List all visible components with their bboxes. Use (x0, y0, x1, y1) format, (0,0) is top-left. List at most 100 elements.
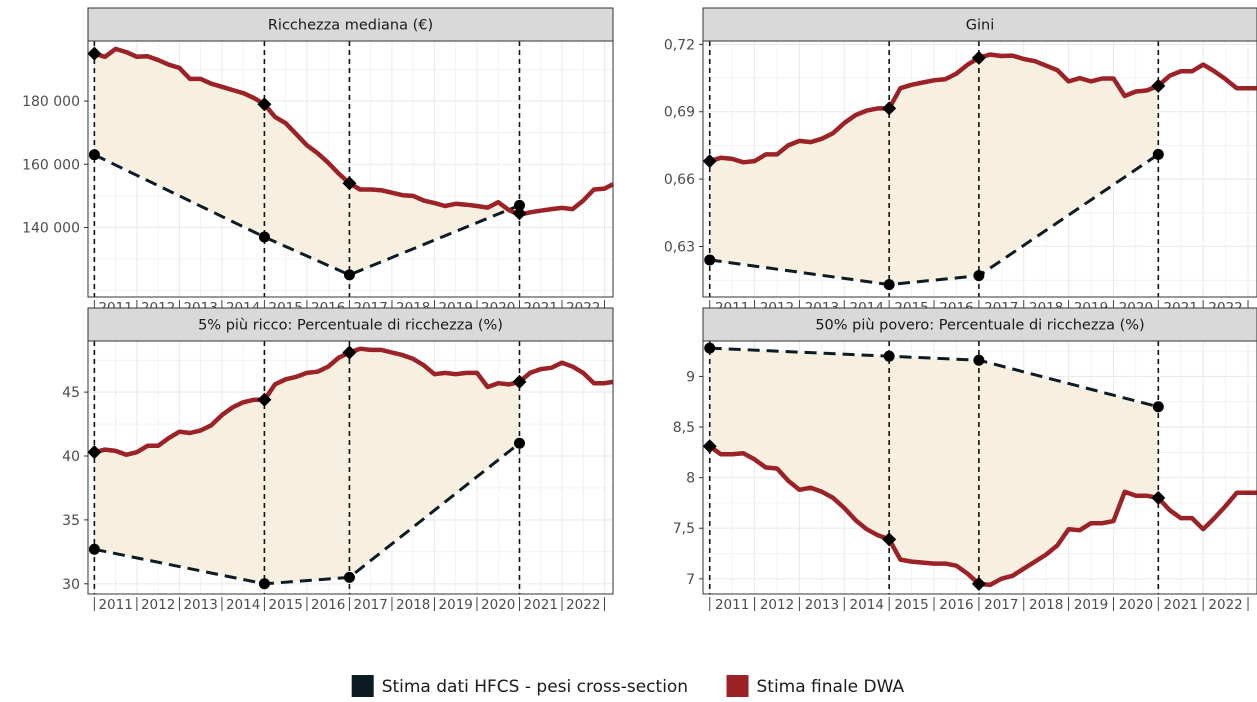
facet-strip (87, 7, 614, 42)
dwa-series-line (93, 346, 614, 457)
x-tick-label: 2011 (715, 597, 749, 613)
hfcs-point (343, 571, 355, 583)
dwa-survey-point (971, 50, 986, 65)
x-tick-label: 2021 (524, 597, 558, 613)
gap-band (94, 48, 520, 275)
hfcs-point (883, 350, 895, 362)
y-tick-label: 160 000 (22, 157, 80, 173)
x-tick-label: 2020 (1119, 597, 1153, 613)
dwa-survey-point (971, 576, 986, 591)
x-tick-label: 2017 (984, 597, 1018, 613)
x-tick-label: 2014 (226, 597, 260, 613)
facet-strip (702, 307, 1257, 342)
legend-swatch (726, 675, 749, 697)
dwa-survey-point (882, 532, 897, 547)
y-tick-label: 8 (686, 471, 695, 487)
dwa-survey-point (342, 345, 357, 360)
dwa-series-line (709, 52, 1257, 165)
x-tick-label: 2011 (98, 597, 132, 613)
y-tick-label: 35 (62, 513, 80, 529)
hfcs-point (973, 354, 985, 366)
hfcs-series-line (94, 442, 521, 586)
x-tick-label: 2017 (354, 597, 388, 613)
y-tick-label: 45 (62, 385, 80, 401)
dwa-survey-point (702, 439, 717, 454)
x-tick-label: 2018 (396, 597, 430, 613)
y-tick-label: 140 000 (22, 220, 80, 236)
hfcs-point (513, 199, 525, 211)
hfcs-point (258, 578, 270, 590)
x-tick-label: 2012 (760, 597, 794, 613)
hfcs-point (1152, 401, 1164, 413)
panel-4: 50% più povero: Percentuale di ricchezza… (673, 307, 1257, 613)
hfcs-point (883, 279, 895, 291)
hfcs-point (1152, 148, 1164, 160)
hfcs-point (258, 231, 270, 243)
y-tick-label: 180 000 (22, 94, 80, 110)
x-tick-label: 2015 (268, 597, 302, 613)
x-tick-label: 2013 (805, 597, 839, 613)
dwa-survey-point (87, 46, 102, 61)
y-tick-label: 0,63 (664, 239, 695, 255)
facet-title: Gini (966, 18, 994, 34)
x-tick-label: 2016 (311, 597, 345, 613)
y-tick-label: 0,69 (664, 105, 695, 121)
hfcs-point (88, 543, 100, 555)
gap-band (709, 54, 1159, 285)
dwa-survey-point (512, 374, 527, 389)
legend: Stima dati HFCS - pesi cross-section Stim… (351, 675, 905, 697)
legend-swatch (351, 675, 374, 697)
dwa-series-line (93, 46, 615, 218)
panel-3: 5% più ricco: Percentuale di ricchezza (… (62, 307, 614, 613)
y-tick-label: 8,5 (673, 420, 695, 436)
hfcs-series-line (93, 153, 521, 277)
hfcs-point (704, 342, 716, 354)
y-tick-label: 0,66 (664, 172, 695, 188)
dwa-survey-point (1151, 490, 1166, 505)
dwa-survey-point (342, 176, 357, 191)
gap-band (94, 348, 520, 584)
facet-title: 50% più povero: Percentuale di ricchezza… (815, 318, 1144, 334)
facet-strip (87, 307, 614, 342)
x-tick-label: 2022 (566, 597, 600, 613)
y-tick-label: 7,5 (673, 521, 695, 537)
legend-label: Stima dati HFCS - pesi cross-section (382, 677, 688, 697)
x-tick-label: 2019 (1074, 597, 1108, 613)
dwa-survey-point (257, 97, 272, 112)
x-tick-label: 2022 (1208, 597, 1242, 613)
hfcs-point (343, 269, 355, 281)
y-tick-label: 40 (62, 449, 80, 465)
facet-strip (702, 7, 1257, 42)
x-tick-label: 2015 (894, 597, 928, 613)
x-tick-label: 2013 (183, 597, 217, 613)
panel-2: Gini0,630,660,690,7220112012201320142015… (664, 7, 1257, 316)
panel-1: Ricchezza mediana (€) 140 000 160 000 180 0… (22, 7, 615, 316)
x-tick-label: 2020 (481, 597, 515, 613)
dwa-survey-point (1151, 78, 1166, 93)
x-tick-label: 2016 (939, 597, 973, 613)
facet-title: 5% più ricco: Percentuale di ricchezza (… (198, 318, 503, 334)
y-tick-label: 9 (686, 369, 695, 385)
legend-label: Stima finale DWA (757, 677, 905, 697)
y-tick-label: 30 (62, 577, 80, 593)
dwa-survey-point (87, 445, 102, 460)
hfcs-point (973, 270, 985, 282)
x-tick-label: 2021 (1164, 597, 1198, 613)
x-tick-label: 2014 (850, 597, 884, 613)
gap-band (709, 348, 1159, 585)
hfcs-series-line (709, 346, 1159, 409)
x-tick-label: 2019 (439, 597, 473, 613)
facet-title: Ricchezza mediana (€) (268, 18, 433, 34)
dwa-survey-point (257, 392, 272, 407)
hfcs-point (704, 254, 716, 266)
y-tick-label: 7 (686, 572, 695, 588)
dwa-survey-point (882, 101, 897, 116)
x-tick-label: 2018 (1029, 597, 1063, 613)
hfcs-point (88, 149, 100, 161)
dwa-survey-point (702, 154, 717, 169)
x-tick-label: 2012 (141, 597, 175, 613)
hfcs-point (513, 437, 525, 449)
dwa-survey-point (512, 206, 527, 221)
